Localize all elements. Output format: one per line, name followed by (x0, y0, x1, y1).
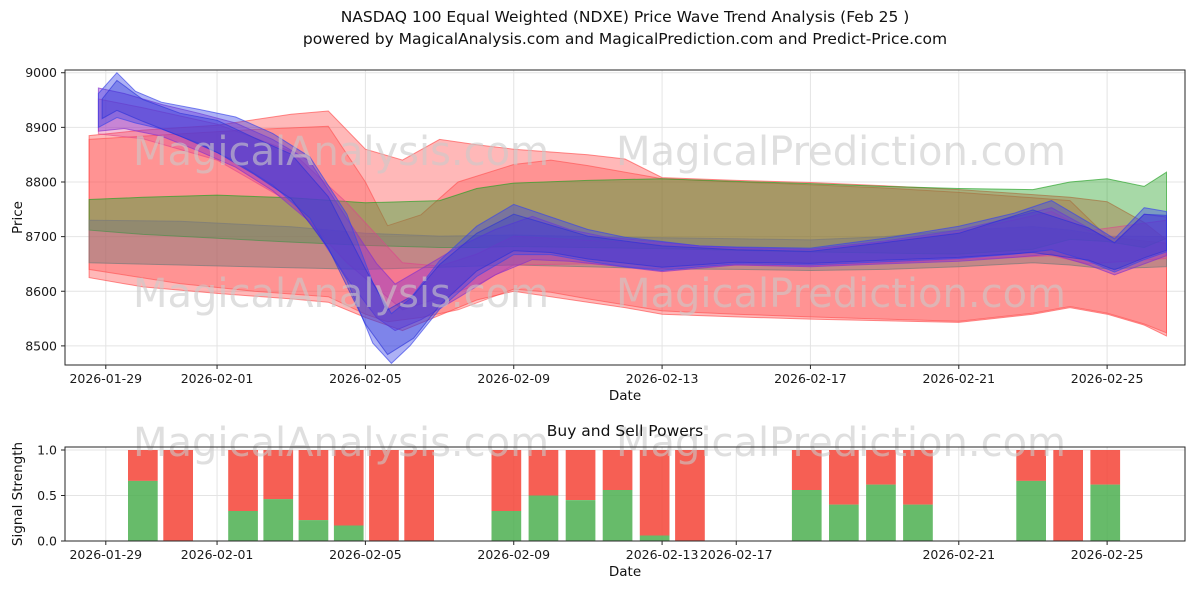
chart-header: NASDAQ 100 Equal Weighted (NDXE) Price W… (25, 7, 1200, 50)
svg-text:Buy and Sell Powers: Buy and Sell Powers (547, 422, 704, 440)
svg-text:2026-02-09: 2026-02-09 (477, 547, 550, 562)
buy-power-bar (333, 525, 364, 541)
watermark-right: MagicalPrediction.com (616, 129, 1066, 175)
svg-text:0.0: 0.0 (37, 534, 57, 549)
wave-band-blue-core (101, 79, 1167, 356)
subchart-title: Buy and Sell Powers (547, 422, 704, 440)
buy-power-bar (639, 535, 670, 541)
buy-power-bar (565, 500, 596, 541)
sell-band-inner (88, 125, 1167, 334)
sell-power-bar (369, 450, 399, 541)
sell-power-bar (829, 450, 859, 505)
sell-power-bar (791, 450, 822, 490)
svg-text:2026-02-01: 2026-02-01 (181, 371, 254, 386)
buy-power-bar (829, 504, 859, 541)
sell-power-bar (1053, 450, 1083, 541)
wave-band-magenta (97, 98, 1167, 311)
svg-text:2026-02-01: 2026-02-01 (181, 547, 254, 562)
axes: 8500 8600 8700 8800 8900 9000 2026-01-29 2026-0… (10, 65, 1186, 404)
watermark: MagicalAnalysis.com MagicalPrediction.com (133, 271, 1066, 317)
sell-power-bar (163, 450, 193, 541)
buy-power-bar (528, 495, 559, 541)
buy-power-bar (263, 499, 294, 541)
gridlines (65, 70, 1185, 365)
neutral-band-gray (88, 219, 1167, 272)
buy-power-bar (791, 490, 822, 541)
sell-power-bar (1090, 450, 1121, 485)
svg-text:0.5: 0.5 (37, 488, 57, 503)
sell-power-bar (128, 450, 158, 481)
svg-text:2026-02-25: 2026-02-25 (1071, 371, 1144, 386)
sell-power-bar (1016, 450, 1046, 481)
buy-power-bar (298, 520, 329, 541)
buy-power-bar (128, 480, 158, 541)
watermark-left: MagicalAnalysis.com (133, 271, 549, 317)
svg-text:Price: Price (10, 201, 26, 234)
watermark: MagicalAnalysis.com MagicalPrediction.com (133, 420, 1066, 466)
signal-bars (128, 450, 1121, 541)
sell-power-bar (565, 450, 596, 500)
buy-power-bar (866, 484, 896, 541)
watermark: MagicalAnalysis.com MagicalPrediction.com (133, 129, 1066, 175)
wave-band-blue (97, 71, 1167, 365)
svg-text:9000: 9000 (25, 65, 57, 80)
svg-text:8500: 8500 (25, 338, 57, 353)
sell-power-bar (866, 450, 896, 485)
svg-text:2026-01-29: 2026-01-29 (69, 547, 142, 562)
buy-power-bar (602, 490, 633, 541)
svg-text:2026-01-29: 2026-01-29 (69, 371, 142, 386)
buy-power-bar (903, 504, 933, 541)
svg-text:2026-02-21: 2026-02-21 (922, 371, 995, 386)
svg-text:8600: 8600 (25, 284, 57, 299)
sell-power-bar (404, 450, 434, 541)
svg-text:2026-02-17: 2026-02-17 (774, 371, 847, 386)
chart-subtitle: powered by MagicalAnalysis.com and Magic… (302, 29, 948, 48)
buy-power-bar (228, 511, 258, 541)
sell-power-bar (491, 450, 522, 511)
price-trend-chart: MagicalAnalysis.com MagicalPrediction.com… (10, 65, 1186, 404)
svg-text:1.0: 1.0 (37, 443, 57, 458)
svg-text:2026-02-25: 2026-02-25 (1071, 547, 1144, 562)
buy-sell-power-chart: MagicalAnalysis.com MagicalPrediction.com… (10, 420, 1186, 580)
svg-text:2026-02-13: 2026-02-13 (626, 371, 699, 386)
watermark-left: MagicalAnalysis.com (133, 420, 549, 466)
buy-power-bar (1090, 484, 1121, 541)
sell-power-bar (528, 450, 559, 496)
svg-text:2026-02-13: 2026-02-13 (626, 547, 699, 562)
svg-text:8800: 8800 (25, 174, 57, 189)
svg-text:Date: Date (609, 564, 641, 580)
sell-power-bar (228, 450, 258, 511)
sell-band-outer (88, 110, 1167, 337)
chart-title: NASDAQ 100 Equal Weighted (NDXE) Price W… (340, 8, 910, 26)
svg-text:8900: 8900 (25, 120, 57, 135)
svg-text:2026-02-17: 2026-02-17 (700, 547, 773, 562)
sell-power-bar (263, 450, 294, 500)
sell-power-bar (675, 450, 705, 541)
sell-power-bar (602, 450, 633, 490)
svg-text:2026-02-21: 2026-02-21 (922, 547, 995, 562)
svg-text:Date: Date (609, 388, 641, 404)
sell-power-bar (903, 450, 933, 505)
axes: 0.0 0.5 1.0 2026-01-29 2026-02-01 2026-02-05 2… (10, 442, 1186, 580)
watermark-right: MagicalPrediction.com (616, 420, 1066, 466)
watermark-left: MagicalAnalysis.com (133, 129, 549, 175)
sell-power-bar (639, 450, 670, 536)
svg-text:Signal Strength: Signal Strength (10, 442, 26, 546)
buy-power-bar (1016, 480, 1046, 541)
watermark-right: MagicalPrediction.com (616, 271, 1066, 317)
trend-bands (88, 71, 1167, 365)
svg-text:8700: 8700 (25, 229, 57, 244)
svg-text:2026-02-05: 2026-02-05 (329, 547, 402, 562)
svg-text:2026-02-09: 2026-02-09 (477, 371, 550, 386)
svg-text:2026-02-05: 2026-02-05 (329, 371, 402, 386)
sell-power-bar (298, 450, 329, 521)
buy-power-bar (491, 511, 522, 541)
sell-power-bar (333, 450, 364, 526)
